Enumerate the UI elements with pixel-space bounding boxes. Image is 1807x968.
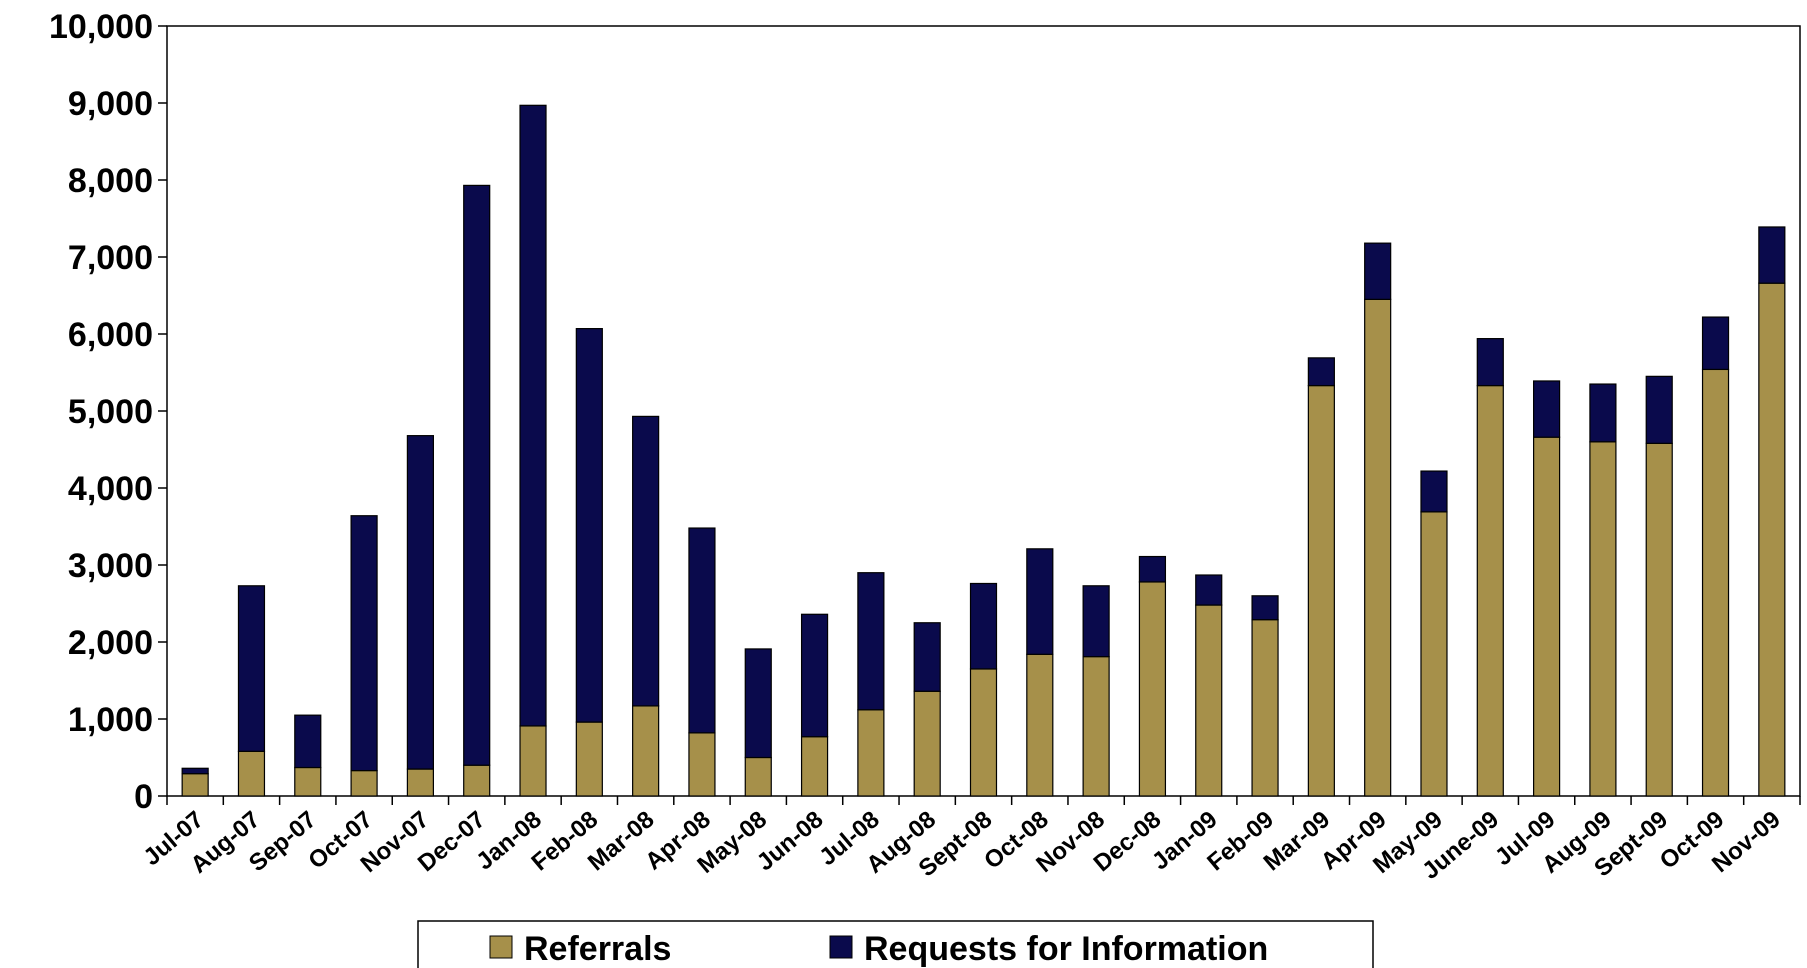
bar-referrals	[1082, 656, 1110, 797]
bar-requests-for-information	[1082, 585, 1110, 658]
y-tick-label: 4,000	[68, 470, 153, 508]
legend: Referrals Requests for Information	[417, 920, 1374, 968]
bar-referrals	[1026, 653, 1054, 797]
y-tick-label: 5,000	[68, 393, 153, 431]
bar-referrals	[632, 705, 660, 797]
x-axis: Jul-07Aug-07Sep-07Oct-07Nov-07Dec-07Jan-…	[139, 796, 1801, 885]
bar-referrals	[463, 764, 491, 797]
bar-requests-for-information	[744, 648, 772, 759]
bar-requests-for-information	[800, 613, 829, 738]
bar-referrals	[1589, 441, 1617, 797]
bar-requests-for-information	[463, 184, 491, 766]
bar-referrals	[1307, 384, 1335, 797]
bar-requests-for-information	[519, 104, 547, 727]
bar-referrals	[969, 668, 998, 797]
bar-referrals	[1195, 604, 1223, 797]
bar-requests-for-information	[969, 582, 998, 670]
bar-referrals	[350, 769, 378, 797]
bar-referrals	[688, 732, 716, 797]
legend-swatch-requests-for-information	[829, 935, 853, 959]
bar-referrals	[1364, 298, 1392, 797]
bar-requests-for-information	[181, 767, 209, 775]
y-tick-label: 8,000	[68, 162, 153, 200]
y-tick-label: 0	[134, 778, 153, 816]
bar-requests-for-information	[406, 435, 434, 770]
bar-requests-for-information	[237, 585, 266, 752]
bar-requests-for-information	[1758, 226, 1786, 284]
bar-referrals	[1138, 581, 1167, 797]
bar-requests-for-information	[1364, 242, 1392, 300]
bar-referrals	[1420, 511, 1448, 797]
bar-requests-for-information	[913, 622, 941, 692]
bar-requests-for-information	[1533, 380, 1561, 438]
bar-requests-for-information	[294, 714, 322, 769]
legend-label-requests-for-information: Requests for Information	[864, 930, 1268, 968]
bar-referrals	[913, 690, 941, 797]
bar-referrals	[1476, 384, 1504, 797]
y-axis: 0 1,000 2,000 3,000 4,000 5,000 6,000 7,000 8,00…	[49, 8, 1801, 816]
bar-referrals	[744, 756, 772, 797]
bar-requests-for-information	[857, 572, 885, 711]
y-tick-label: 6,000	[68, 316, 153, 354]
bar-referrals	[181, 773, 209, 797]
bar-requests-for-information	[1251, 595, 1279, 621]
y-tick-label: 3,000	[68, 547, 153, 585]
bar-requests-for-information	[1645, 375, 1673, 444]
legend-box	[417, 920, 1374, 968]
legend-label-referrals: Referrals	[524, 930, 671, 968]
bar-requests-for-information	[1138, 555, 1167, 583]
bar-referrals	[237, 750, 266, 797]
bar-referrals	[800, 736, 829, 797]
bar-requests-for-information	[1195, 574, 1223, 606]
y-tick-label: 2,000	[68, 624, 153, 662]
bar-requests-for-information	[1307, 357, 1335, 387]
bar-referrals	[1533, 436, 1561, 797]
bar-referrals	[1645, 442, 1673, 797]
bar-requests-for-information	[1701, 316, 1730, 371]
bar-requests-for-information	[575, 328, 603, 723]
y-tick-label: 9,000	[68, 85, 153, 123]
bar-referrals	[575, 721, 603, 797]
bar-requests-for-information	[1026, 548, 1054, 655]
bar-referrals	[294, 766, 322, 797]
bar-referrals	[1701, 368, 1730, 797]
bar-requests-for-information	[688, 527, 716, 734]
y-tick-label: 7,000	[68, 239, 153, 277]
bars	[181, 104, 1786, 797]
y-tick-label: 10,000	[49, 8, 153, 46]
bar-requests-for-information	[1420, 470, 1448, 513]
bar-referrals	[1758, 282, 1786, 797]
bar-requests-for-information	[1589, 383, 1617, 443]
bar-requests-for-information	[1476, 338, 1504, 387]
y-tick-label: 1,000	[68, 701, 153, 739]
bar-referrals	[519, 725, 547, 797]
legend-swatch-referrals	[489, 935, 513, 959]
bar-requests-for-information	[632, 415, 660, 707]
bar-referrals	[1251, 619, 1279, 797]
bar-requests-for-information	[350, 515, 378, 772]
bar-referrals	[406, 768, 434, 797]
bar-referrals	[857, 709, 885, 797]
